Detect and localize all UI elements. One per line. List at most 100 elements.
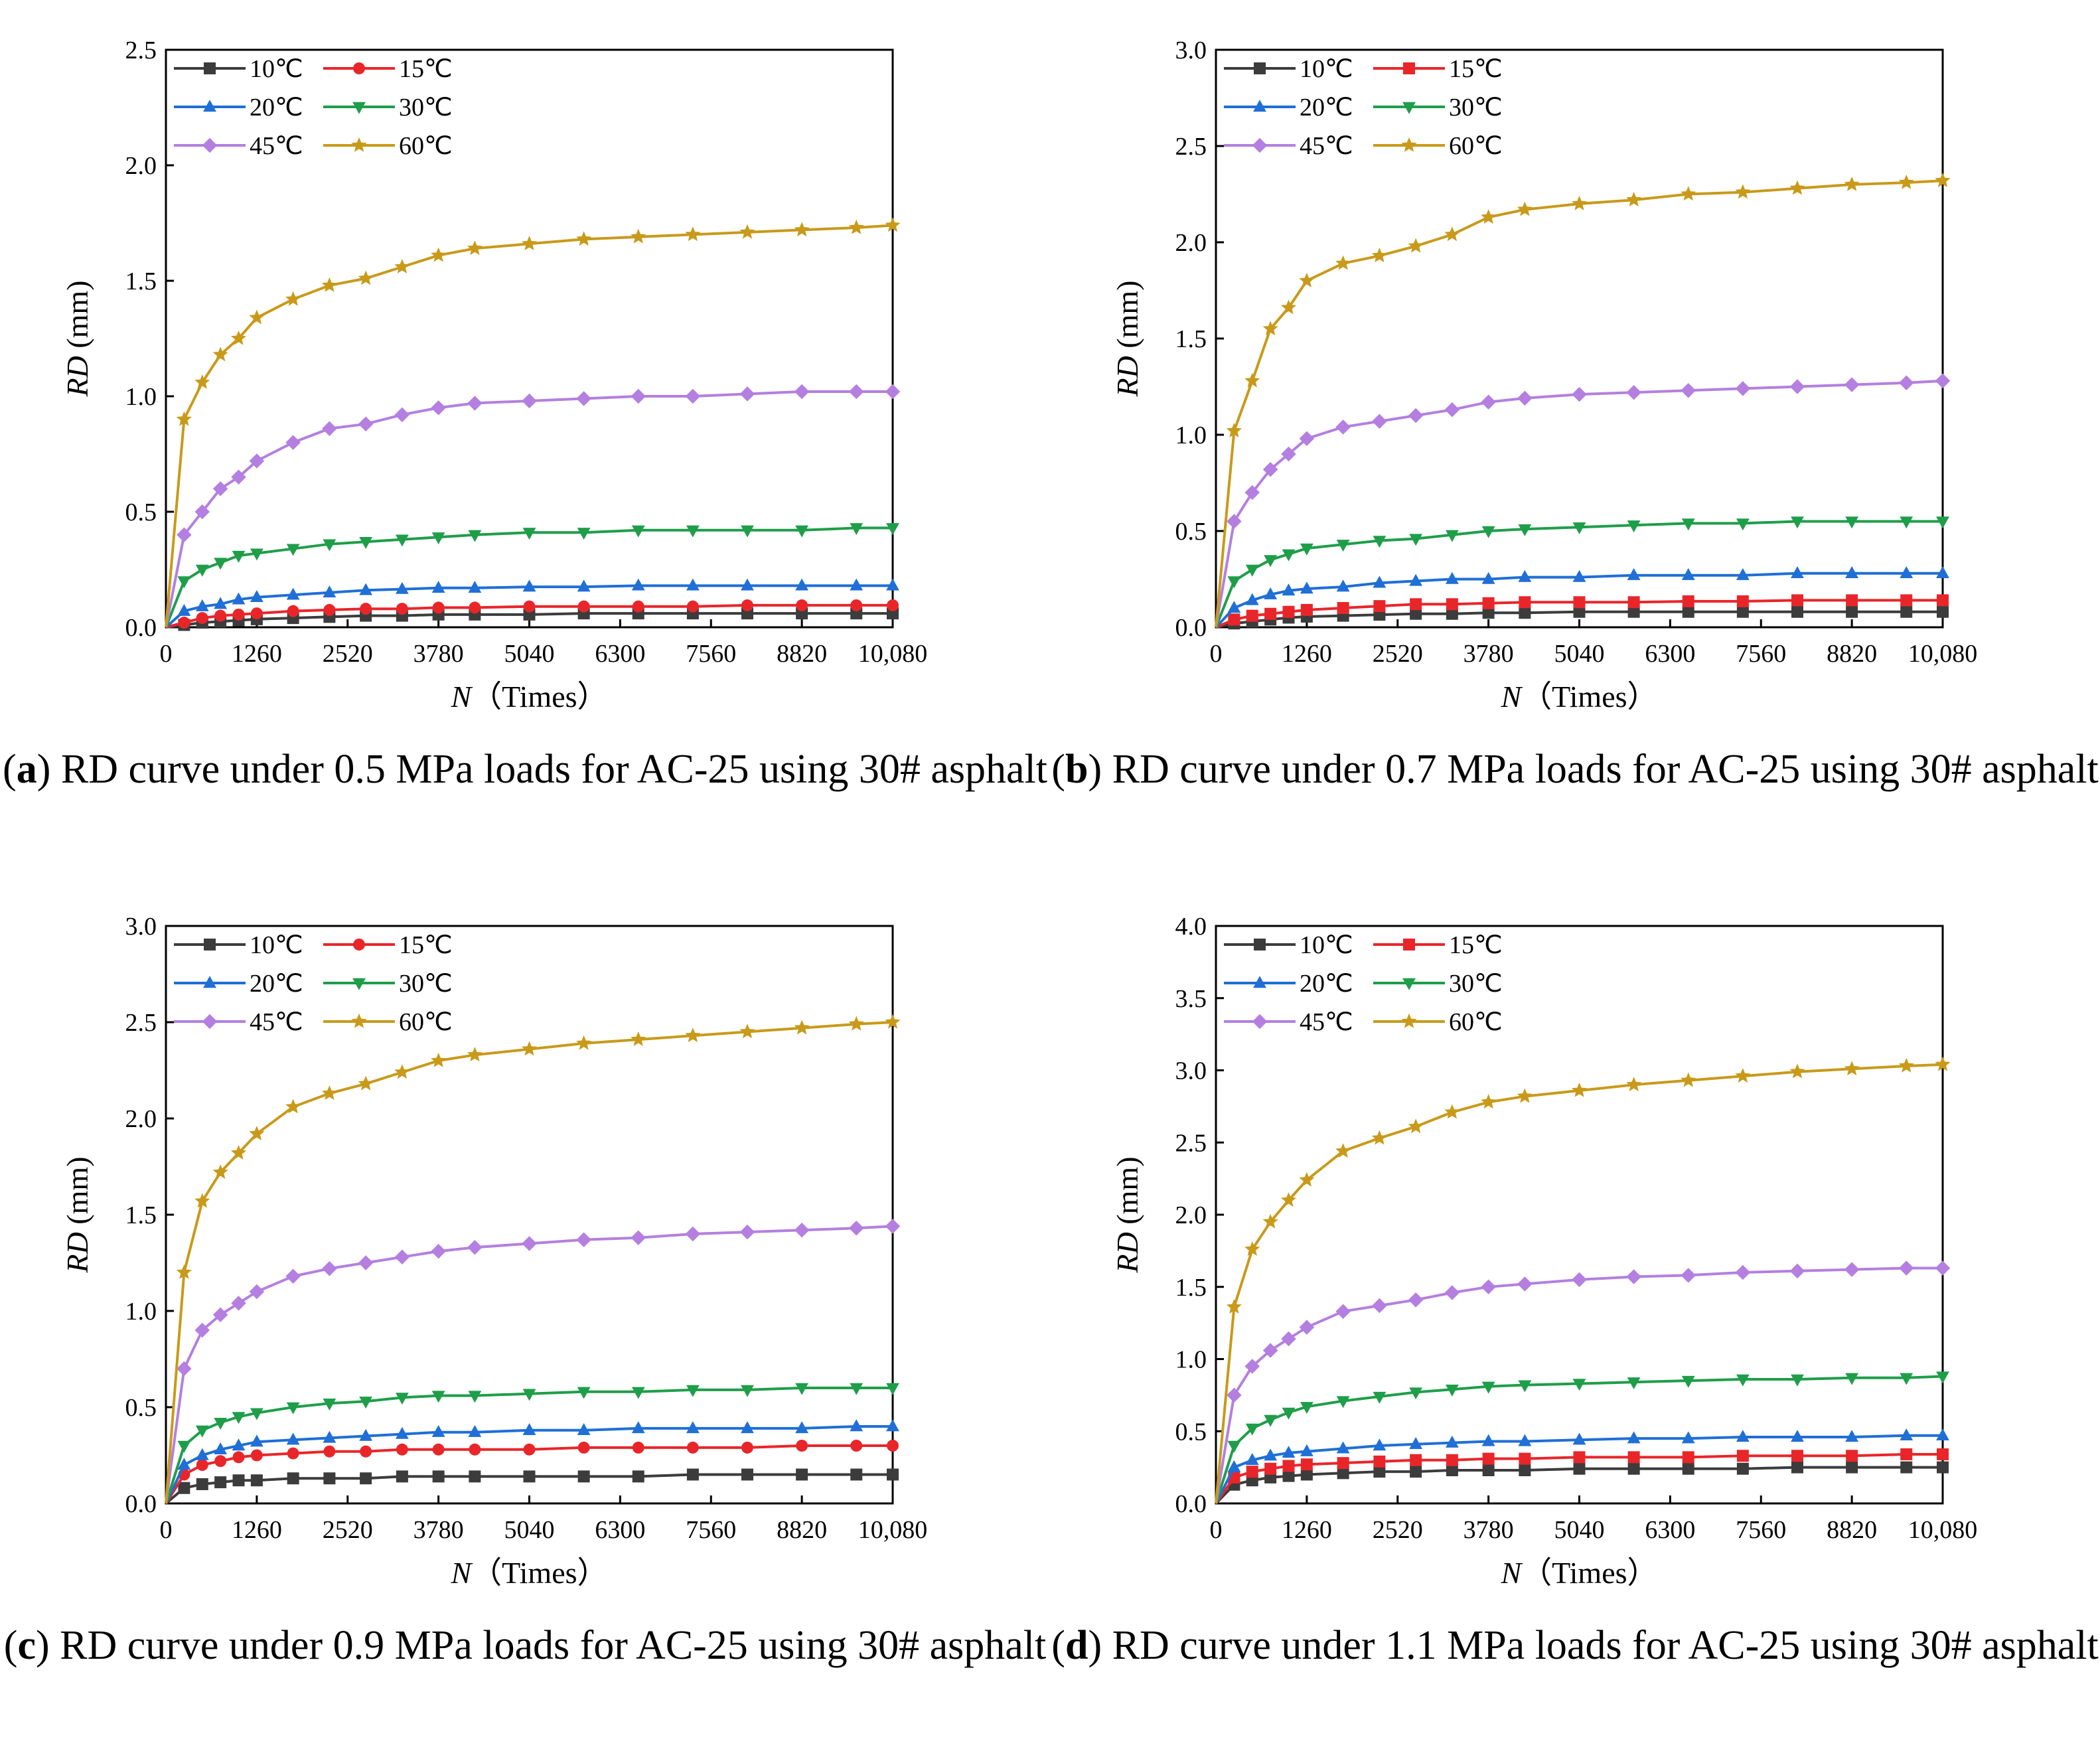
data-point-c-2	[431, 1424, 445, 1437]
data-point-a-4	[849, 384, 864, 400]
y-tick-label-d: 2.0	[1175, 1201, 1207, 1229]
data-point-b-5	[1335, 255, 1351, 270]
series-line-a-4	[165, 390, 893, 628]
series-line-b-4	[1215, 379, 1943, 628]
data-point-a-4	[177, 527, 192, 543]
x-tick-label-c: 0	[160, 1516, 173, 1544]
data-point-b-4	[1335, 419, 1351, 435]
data-point-b-5	[1844, 176, 1860, 191]
data-point-c-1	[741, 1441, 753, 1454]
data-point-d-3	[1936, 1371, 1949, 1384]
data-point-d-4	[1227, 1387, 1242, 1403]
data-point-b-4	[1481, 394, 1496, 410]
data-point-c-2	[195, 1448, 209, 1460]
data-point-b-0	[1846, 605, 1858, 618]
data-point-c-4	[212, 1307, 228, 1323]
data-point-d-1	[1482, 1452, 1495, 1465]
data-point-b-1	[1300, 603, 1313, 616]
data-point-c-3	[177, 1440, 191, 1453]
data-point-a-1	[632, 600, 644, 613]
legend-marker-b-0	[1254, 62, 1266, 74]
data-point-a-2	[577, 579, 591, 592]
y-tick-label-c: 2.5	[125, 1009, 157, 1037]
data-point-d-2	[1518, 1434, 1532, 1446]
data-point-a-3	[886, 523, 899, 536]
data-point-d-1	[1446, 1454, 1458, 1466]
data-point-c-0	[632, 1470, 644, 1483]
y-tick-label-d: 1.0	[1175, 1346, 1207, 1374]
legend-marker-b-3	[1402, 102, 1416, 114]
data-point-d-3	[1245, 1423, 1259, 1436]
data-point-d-1	[1519, 1452, 1531, 1465]
data-point-c-0	[469, 1470, 481, 1483]
data-point-a-1	[360, 603, 372, 615]
data-point-d-4	[1789, 1263, 1805, 1279]
data-point-c-5	[521, 1041, 538, 1056]
data-point-c-4	[431, 1243, 446, 1259]
x-tick-label-c: 2520	[323, 1516, 373, 1544]
data-point-c-1	[686, 1441, 699, 1454]
data-point-d-4	[1408, 1292, 1424, 1308]
data-point-d-5	[1280, 1192, 1297, 1207]
y-axis-title-d: RD (mm)	[1110, 1156, 1144, 1273]
data-point-b-1	[1446, 598, 1458, 611]
y-tick-label-a: 1.0	[125, 383, 157, 411]
data-point-d-3	[1572, 1379, 1586, 1391]
data-point-c-1	[796, 1440, 808, 1452]
data-point-c-5	[285, 1099, 301, 1114]
y-tick-label-d: 3.5	[1175, 985, 1207, 1013]
y-tick-label-d: 0.5	[1175, 1418, 1207, 1446]
data-point-a-5	[285, 291, 301, 306]
data-point-b-5	[1481, 209, 1497, 224]
data-point-d-0	[1791, 1461, 1803, 1474]
x-tick-label-d: 1260	[1282, 1516, 1332, 1544]
y-tick-label-b: 0.5	[1175, 518, 1207, 546]
data-point-a-4	[249, 453, 265, 469]
data-point-d-1	[1282, 1460, 1295, 1472]
data-point-a-5	[431, 247, 447, 262]
data-point-d-2	[1627, 1431, 1641, 1444]
data-point-d-2	[1264, 1448, 1278, 1461]
caption-text-c: RD curve under 0.9 MPa loads for AC-25 u…	[60, 1623, 1047, 1668]
data-point-a-1	[232, 608, 245, 621]
data-point-d-4	[1372, 1298, 1387, 1314]
data-point-d-1	[1736, 1450, 1749, 1462]
data-point-c-1	[887, 1440, 899, 1452]
data-point-b-5	[1517, 201, 1533, 216]
legend-marker-d-0	[1254, 939, 1266, 951]
legend-label-b-2: 20℃	[1300, 94, 1353, 121]
data-point-b-4	[1244, 485, 1260, 500]
x-tick-label-b: 10,080	[1908, 640, 1978, 668]
data-point-c-1	[360, 1445, 372, 1458]
legend-marker-a-2	[203, 100, 216, 112]
caption-text-d: RD curve under 1.1 MPa loads for AC-25 u…	[1112, 1623, 2099, 1668]
data-point-b-2	[1627, 568, 1641, 580]
data-point-c-2	[232, 1438, 246, 1451]
data-point-d-0	[1682, 1462, 1694, 1475]
data-point-c-5	[739, 1024, 755, 1039]
data-point-a-3	[250, 548, 263, 561]
y-tick-label-a: 0.5	[125, 498, 157, 526]
data-point-a-5	[885, 217, 901, 232]
data-point-d-4	[1681, 1268, 1696, 1283]
data-point-c-2	[686, 1421, 700, 1434]
data-point-d-1	[1373, 1455, 1386, 1468]
data-point-b-4	[1681, 383, 1696, 398]
data-point-a-3	[359, 537, 373, 550]
data-point-a-3	[795, 525, 809, 538]
x-tick-label-b: 6300	[1645, 640, 1695, 668]
data-point-a-1	[214, 609, 227, 622]
data-point-c-0	[178, 1482, 190, 1494]
data-point-b-2	[1282, 583, 1296, 596]
data-point-c-3	[631, 1387, 645, 1399]
data-point-b-2	[1373, 575, 1387, 588]
data-point-a-2	[395, 581, 409, 594]
data-point-b-2	[1681, 568, 1695, 580]
data-point-b-4	[1735, 381, 1751, 396]
data-point-a-4	[212, 481, 228, 496]
data-point-c-4	[576, 1232, 591, 1247]
data-point-d-4	[1517, 1276, 1533, 1292]
x-tick-label-a: 10,080	[858, 640, 928, 668]
data-point-b-4	[1281, 446, 1296, 462]
data-point-b-2	[1300, 581, 1313, 594]
